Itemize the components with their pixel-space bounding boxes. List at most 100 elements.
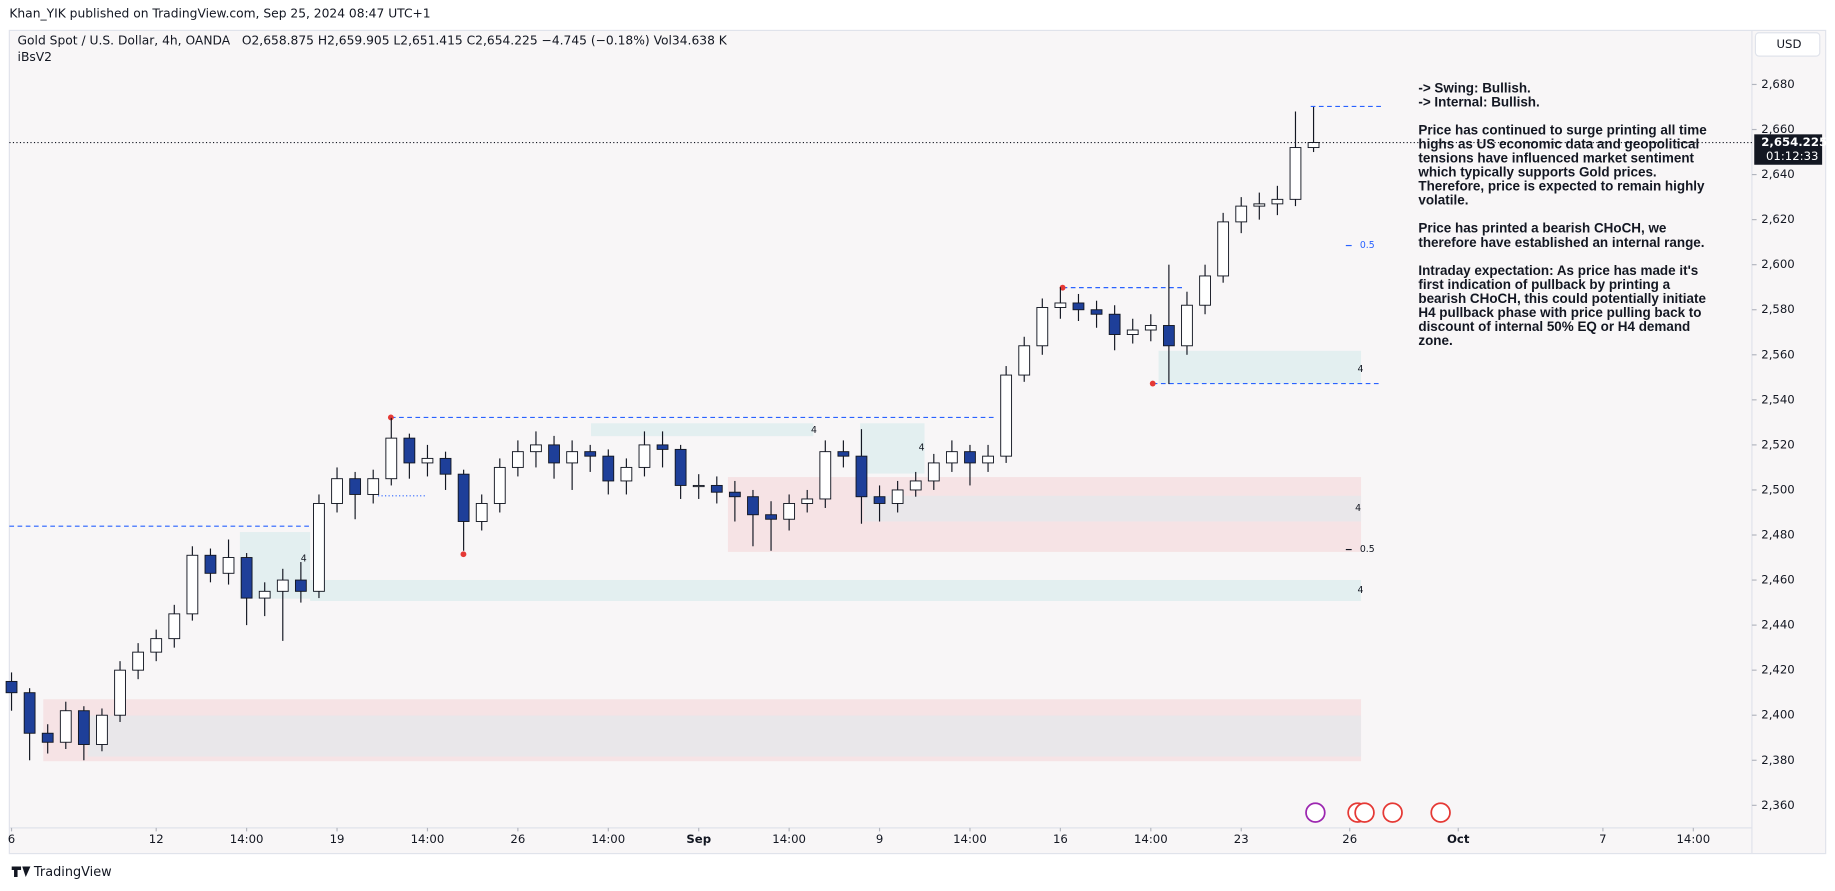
candle-body: [96, 714, 108, 745]
last-price-box: [1754, 134, 1823, 165]
candle-body: [511, 451, 524, 468]
candle-body: [1271, 198, 1284, 205]
candle-body: [41, 732, 54, 743]
candle-body: [584, 451, 597, 457]
annotation-line: -> Internal: Bullish.: [1418, 94, 1539, 109]
x-tick-label: 14:00: [953, 832, 987, 846]
candle-body: [1217, 221, 1230, 277]
candle-body: [909, 480, 922, 491]
candle-body: [475, 503, 488, 522]
candle-body: [59, 710, 72, 743]
y-tick-label: 2,460: [1761, 573, 1794, 587]
x-tick-label: 23: [1234, 832, 1249, 846]
x-tick-label: Sep: [686, 832, 711, 846]
candle-body: [1018, 345, 1031, 376]
annotation-line: first indication of pullback by printing…: [1418, 277, 1670, 292]
swing-point: [387, 414, 394, 421]
event-icon[interactable]: [1382, 802, 1403, 823]
publisher: Khan_YIK published on TradingView.com, S…: [9, 7, 430, 21]
candle-body: [638, 444, 651, 468]
x-tick-label: 14:00: [1134, 832, 1168, 846]
candle-body: [150, 638, 163, 653]
candle-body: [1036, 307, 1049, 347]
inner-zone: [87, 715, 1362, 757]
annotation-line: H4 pullback phase with price pulling bac…: [1418, 305, 1701, 320]
demand-zone: [860, 423, 925, 474]
candle-body: [873, 496, 886, 504]
candle-body: [783, 503, 796, 520]
candle-body: [168, 613, 181, 640]
symbol: Gold Spot / U.S. Dollar, 4h, OANDA: [18, 33, 231, 47]
candle-body: [349, 478, 362, 495]
candle-body: [403, 437, 416, 464]
x-tick-label: 16: [1053, 832, 1068, 846]
y-tick-label: 2,560: [1761, 347, 1794, 361]
candle-body: [313, 503, 325, 592]
annotation-line: tensions have influenced market sentimen…: [1418, 151, 1694, 166]
swing-point: [460, 551, 467, 558]
inner-zone: [863, 495, 1362, 522]
candle-body: [1126, 329, 1139, 335]
candle-body: [765, 514, 777, 520]
candle-body: [204, 554, 217, 574]
candle-body: [331, 478, 343, 504]
x-tick-label: 9: [876, 832, 883, 846]
currency: USD: [1776, 37, 1801, 51]
candle-body: [620, 466, 633, 482]
zone-label: 4: [1355, 503, 1361, 514]
candle-body: [186, 554, 199, 615]
x-tick-label: 7: [1599, 832, 1606, 846]
candle-body: [1054, 302, 1067, 308]
zone-label: 4: [301, 553, 307, 564]
candle-body: [855, 455, 868, 498]
event-icon[interactable]: [1305, 802, 1326, 823]
candle-body: [891, 489, 904, 504]
candle-body: [819, 451, 832, 500]
candles: [5, 106, 1320, 761]
y-tick-label: 2,620: [1761, 212, 1794, 226]
annotation-line: discount of internal 50% EQ or H4 demand: [1418, 319, 1690, 334]
candle-body: [1162, 325, 1175, 347]
candle-body: [945, 451, 958, 464]
candle-body: [23, 692, 36, 734]
x-tick-label: 26: [1342, 832, 1357, 846]
candle-body: [240, 557, 253, 599]
tv-logo: [11, 866, 31, 877]
annotation-line: which typically supports Gold prices.: [1417, 165, 1656, 180]
swing-point: [1059, 284, 1066, 291]
x-tick-label: 14:00: [411, 832, 445, 846]
candle-body: [222, 557, 235, 574]
candle-body: [566, 451, 579, 464]
candle-body: [439, 457, 452, 475]
zone-label: 4: [1358, 364, 1364, 375]
y-tick-label: 2,500: [1761, 482, 1794, 496]
last-price-label: 2,654.225: [1761, 135, 1827, 149]
candle-body: [1000, 374, 1013, 457]
candle-body: [1181, 304, 1193, 347]
event-icon[interactable]: [1430, 802, 1451, 823]
candle-body: [710, 484, 723, 493]
candle-body: [1144, 325, 1157, 331]
candle-body: [258, 590, 271, 599]
annotation-line: therefore have established an internal r…: [1418, 235, 1704, 250]
zone-label: 0.5: [1360, 240, 1375, 251]
y-tick-label: 2,420: [1761, 663, 1794, 677]
y-tick-label: 2,520: [1761, 437, 1794, 451]
annotation-line: Therefore, price is expected to remain h…: [1418, 179, 1705, 194]
swing-points: [387, 284, 1156, 558]
x-tick-label: 19: [330, 832, 345, 846]
candle-body: [530, 444, 542, 453]
demand-zone: [310, 579, 1362, 602]
countdown: 01:12:33: [1766, 149, 1819, 163]
candle-body: [656, 444, 669, 450]
demand-zone: [590, 423, 814, 437]
candle-body: [385, 437, 398, 480]
event-icon[interactable]: [1354, 802, 1375, 823]
annotation-line: highs as US economic data and geopolitic…: [1418, 137, 1699, 152]
candle-body: [801, 498, 814, 504]
candle-body: [421, 457, 434, 464]
candle-body: [747, 496, 759, 516]
candle-body: [1253, 203, 1266, 207]
currency-button[interactable]: [1754, 32, 1821, 57]
